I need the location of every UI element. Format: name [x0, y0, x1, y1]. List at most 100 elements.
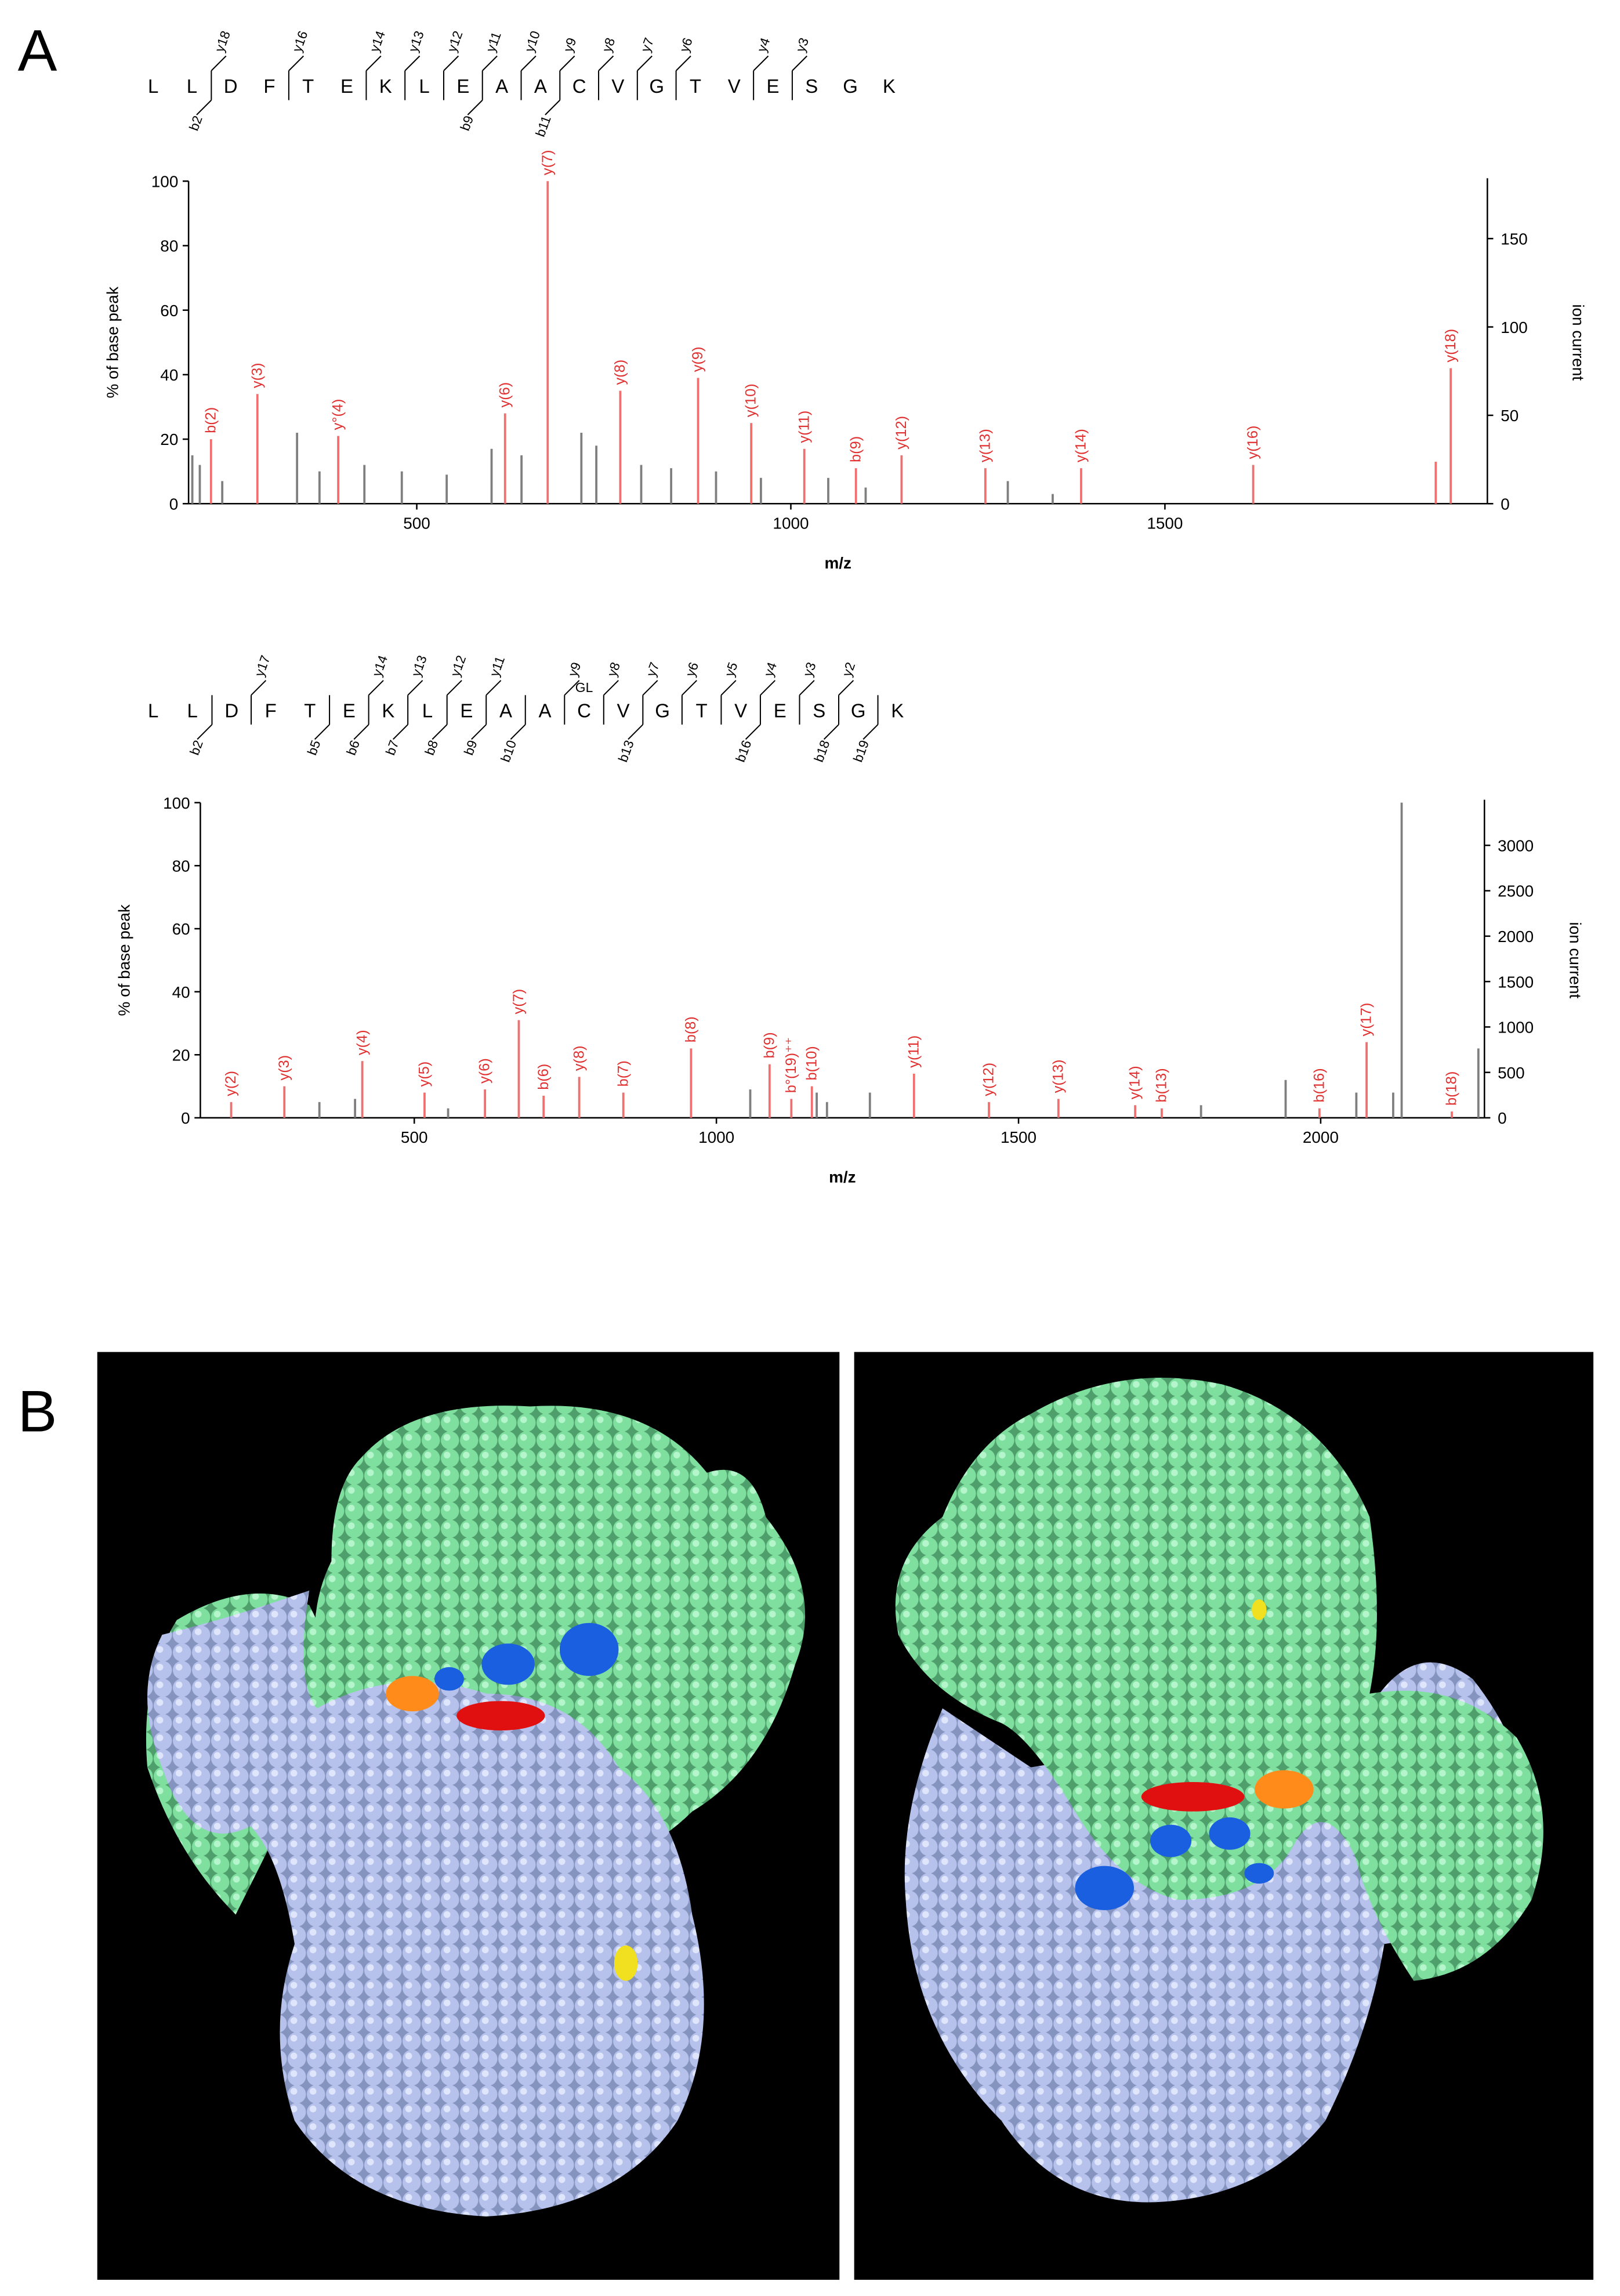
peak-label: y(11): [796, 411, 812, 443]
y2-tick-label: 1500: [1498, 973, 1534, 991]
residue: E: [460, 700, 473, 721]
fragment-leader: [407, 680, 423, 696]
fragment-leader: [467, 99, 483, 115]
y-tick-label: 40: [172, 983, 190, 1001]
peak-label: y(14): [1127, 1066, 1143, 1099]
y2-tick-label: 150: [1501, 230, 1528, 248]
fragment-leader: [443, 55, 459, 71]
residue: V: [734, 700, 747, 721]
peak-label: y(3): [249, 363, 265, 388]
b-fragment-label: b18: [811, 738, 832, 764]
y-fragment-label: y18: [212, 29, 233, 54]
residue: G: [851, 700, 866, 721]
y2-axis-label: ion current: [1567, 922, 1585, 998]
y-tick-label: 100: [151, 172, 179, 190]
peak-label: b(2): [202, 407, 219, 433]
peak-label: y(7): [510, 989, 527, 1015]
yellow-residue: [1252, 1599, 1267, 1620]
y-tick-label: 40: [160, 366, 178, 384]
peak-label: b(7): [615, 1060, 631, 1087]
y2-tick-label: 50: [1501, 407, 1518, 425]
peak-label: y(12): [893, 416, 909, 450]
b-fragment-label: b9: [461, 738, 480, 757]
red-residue: [1141, 1781, 1245, 1812]
y-tick-label: 80: [172, 857, 190, 875]
structure-left: [97, 1352, 840, 2280]
peak-label: y(5): [416, 1062, 433, 1087]
y-fragment-label: y7: [637, 36, 657, 55]
y-fragment-label: y6: [682, 660, 701, 679]
peak-label: b(8): [683, 1016, 699, 1042]
fragment-leader: [196, 99, 212, 115]
fragment-leader: [432, 724, 448, 740]
y-fragment-label: y3: [800, 660, 819, 679]
fragment-leader: [792, 55, 808, 71]
fragment-leader: [404, 55, 421, 71]
orange-residue: [1255, 1770, 1314, 1809]
residue: F: [263, 75, 275, 97]
x-tick-label: 500: [403, 514, 430, 532]
yellow-residue: [614, 1945, 638, 1981]
y-fragment-label: y13: [405, 29, 427, 54]
x-tick-label: 1500: [1147, 514, 1183, 532]
fragment-leader: [510, 724, 526, 740]
fragment-leader: [598, 55, 614, 71]
b-fragment-label: b7: [382, 738, 401, 757]
peak-label: b(9): [761, 1032, 777, 1058]
residue: G: [649, 75, 664, 97]
structure-right: [854, 1352, 1594, 2280]
orange-residue: [386, 1676, 439, 1712]
y-fragment-label: y4: [761, 660, 780, 679]
y-tick-label: 0: [169, 495, 179, 513]
y-fragment-label: y9: [565, 660, 584, 679]
blue-residue: [434, 1667, 464, 1691]
fragment-leader: [485, 680, 502, 696]
peak-label: y(8): [612, 360, 628, 385]
fragment-leader: [211, 55, 227, 71]
y-fragment-label: y8: [599, 36, 618, 55]
residue: A: [495, 75, 508, 97]
b-fragment-label: b8: [422, 738, 441, 757]
fragment-leader: [675, 55, 691, 71]
residue: L: [148, 75, 158, 97]
fragment-leader: [745, 724, 761, 740]
x-axis-label: m/z: [824, 554, 851, 572]
y-axis-label: % of base peak: [103, 287, 121, 398]
peak-label: b°(19)⁺⁺: [783, 1037, 799, 1093]
peak-label: y(4): [354, 1030, 370, 1055]
x-tick-label: 1500: [1001, 1128, 1036, 1146]
y2-tick-label: 0: [1498, 1109, 1507, 1127]
peak-label: y(13): [1050, 1059, 1066, 1093]
residue: L: [148, 700, 158, 721]
residue: F: [265, 700, 277, 721]
b-fragment-label: b11: [532, 114, 554, 139]
fragment-leader: [637, 55, 653, 71]
y-fragment-label: y11: [483, 30, 503, 54]
fragment-leader: [446, 680, 462, 696]
peak-label: y(9): [690, 347, 706, 372]
x-tick-label: 1000: [773, 514, 809, 532]
peak-label: y(2): [223, 1071, 239, 1096]
fragment-leader: [393, 724, 408, 740]
peak-label: y(7): [539, 150, 556, 175]
residue: S: [813, 700, 825, 721]
y-fragment-label: y16: [289, 29, 310, 54]
residue: V: [617, 700, 630, 721]
y-tick-label: 20: [172, 1046, 190, 1064]
y-fragment-label: y14: [369, 653, 390, 679]
residue: E: [456, 75, 469, 97]
fragment-leader: [482, 55, 498, 71]
residue: K: [379, 75, 392, 97]
y-fragment-label: y12: [444, 29, 466, 54]
b-fragment-label: b13: [615, 738, 636, 764]
fragment-leader: [682, 680, 697, 696]
residue: G: [655, 700, 670, 721]
residue: D: [224, 75, 238, 97]
residue: E: [343, 700, 356, 721]
y-fragment-label: y13: [408, 653, 430, 678]
residue: K: [883, 75, 896, 97]
fragment-leader: [799, 680, 815, 696]
residue: V: [728, 75, 741, 97]
residue: S: [805, 75, 818, 97]
panel-label: A: [18, 17, 57, 84]
